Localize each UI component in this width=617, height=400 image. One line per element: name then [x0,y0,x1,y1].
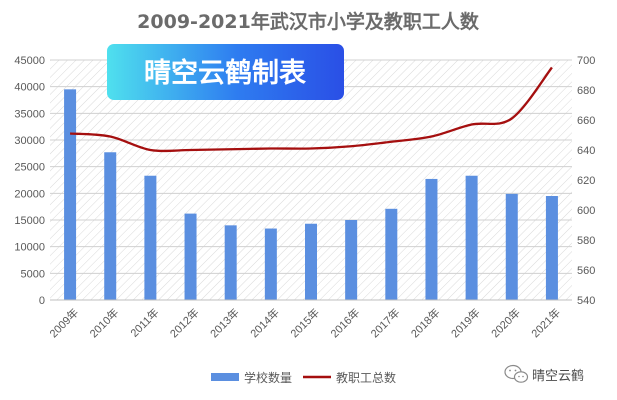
wechat-icon [504,364,529,383]
x-tick-label: 2015年 [287,305,322,340]
x-tick-label: 2013年 [207,305,242,340]
x-tick-label: 2011年 [127,305,161,339]
y-axis-right: 540 560 580 600 620 640 660 680 700 [577,55,595,307]
y-axis-left: 0 5000 10000 15000 20000 25000 30000 35000 40000… [14,55,45,307]
x-tick-label: 2018年 [408,305,443,340]
badge-text: 晴空云鹤制表 [144,57,306,89]
series-line [69,66,553,153]
y-left-tick-label: 30000 [14,135,45,147]
bar [224,225,237,300]
bar [505,193,518,300]
watermark: 晴空云鹤 [504,364,584,384]
bar [385,208,398,300]
x-tick-label: 2012年 [167,305,202,340]
bar [104,152,117,300]
bar-series [64,89,558,300]
bar [64,89,77,300]
bar [144,175,157,300]
bar [345,220,358,300]
y-left-tick-label: 10000 [14,242,45,254]
x-tick-label: 2017年 [368,305,403,340]
chart-title: 2009-2021年武汉市小学及教职工人数 [137,10,480,33]
bar [425,178,438,300]
bar [264,228,277,300]
y-right-tick-label: 620 [577,175,595,187]
badge: 晴空云鹤制表 [107,44,344,100]
watermark-text: 晴空云鹤 [532,368,584,384]
bar [184,213,197,300]
bar [465,175,478,300]
bar [305,223,317,300]
x-tick-label: 2014年 [247,305,282,340]
y-right-tick-label: 680 [577,85,595,97]
legend-swatch-bar [211,373,239,381]
y-left-tick-label: 20000 [14,188,45,200]
bar [545,196,558,300]
y-left-tick-label: 25000 [14,162,45,174]
x-tick-label: 2009年 [46,305,81,340]
x-tick-label: 2020年 [488,305,523,340]
x-axis: 2009年 2010年 2011年 2012年 2013年 2014年 2015年 2016年… [46,299,572,340]
y-right-tick-label: 540 [577,295,595,307]
x-tick-label: 2010年 [86,305,121,340]
y-right-tick-label: 560 [577,265,595,277]
legend-label-line: 教职工总数 [336,370,396,385]
y-right-tick-label: 600 [577,205,595,217]
line-series [69,66,553,153]
y-left-tick-label: 40000 [14,82,45,94]
y-right-tick-label: 660 [577,115,595,127]
y-left-tick-label: 0 [39,295,45,307]
y-left-tick-label: 5000 [21,268,45,280]
legend: 学校数量 教职工总数 [211,370,396,385]
legend-label-bar: 学校数量 [244,370,292,385]
x-tick-label: 2021年 [528,305,563,340]
x-tick-label: 2016年 [327,305,362,340]
x-tick-label: 2019年 [448,305,483,340]
y-right-tick-label: 640 [577,145,595,157]
y-right-tick-label: 580 [577,235,595,247]
y-left-tick-label: 45000 [14,55,45,67]
y-right-tick-label: 700 [577,55,595,67]
y-left-tick-label: 35000 [14,108,45,120]
y-left-tick-label: 15000 [14,215,45,227]
